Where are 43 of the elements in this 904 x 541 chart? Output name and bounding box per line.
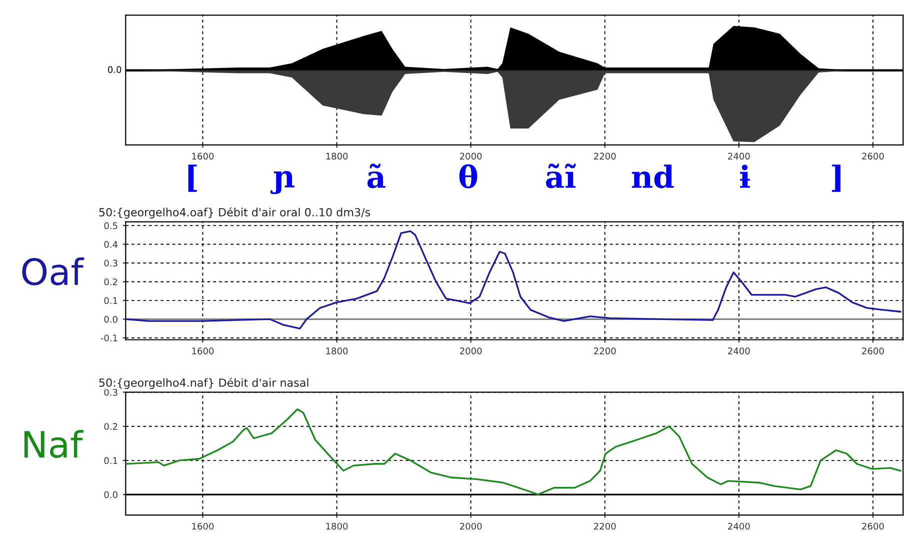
text: [ bbox=[188, 164, 197, 192]
y-tick-label: 0.0 bbox=[104, 316, 118, 323]
y-tick-label: 0.3 bbox=[104, 388, 118, 396]
y-tick-label: 0.3 bbox=[104, 260, 118, 267]
y-tick-label: 0.1 bbox=[104, 297, 118, 304]
chart-title: 50:{georgelho4.oaf} Débit d'air oral 0..10 dm3/s bbox=[99, 207, 370, 219]
text: ɨ bbox=[740, 164, 750, 188]
line-series bbox=[126, 408, 902, 496]
y-tick-label: 0.2 bbox=[104, 278, 118, 286]
x-tick-label: 1600 bbox=[192, 348, 214, 354]
y-axis-title: Oaf bbox=[22, 257, 84, 286]
x-tick-label: 1800 bbox=[326, 348, 348, 354]
y-tick-label: 0.0 bbox=[104, 491, 118, 498]
text: ã bbox=[367, 164, 386, 188]
x-tick-label: 2400 bbox=[728, 348, 750, 354]
y-axis-title: Naf bbox=[24, 430, 84, 458]
x-tick-label: 2000 bbox=[460, 152, 482, 160]
x-tick-label: 2000 bbox=[460, 522, 482, 530]
chart-title: 50:{georgelho4.naf} Débit d'air nasal bbox=[99, 378, 308, 389]
y-tick-label: 0.4 bbox=[104, 241, 118, 248]
x-tick-label: 2600 bbox=[862, 152, 884, 160]
x-tick-label: 1600 bbox=[192, 152, 214, 160]
y-tick-label: 0.5 bbox=[104, 222, 118, 230]
x-tick-label: 2000 bbox=[460, 348, 482, 354]
x-tick-label: 1600 bbox=[192, 522, 214, 530]
text: θ bbox=[459, 164, 478, 188]
y-tick-label: -0.1 bbox=[100, 334, 118, 342]
y-tick-label: 0.2 bbox=[104, 423, 118, 430]
x-tick-label: 1800 bbox=[326, 522, 348, 530]
x-tick-label: 2600 bbox=[862, 348, 884, 354]
x-tick-label: 2200 bbox=[594, 522, 616, 530]
line-series bbox=[126, 230, 902, 330]
x-tick-label: 1800 bbox=[326, 152, 348, 160]
x-tick-label: 2400 bbox=[728, 152, 750, 160]
x-tick-label: 2600 bbox=[862, 522, 884, 530]
x-tick-label: 2200 bbox=[594, 152, 616, 160]
text: ] bbox=[832, 164, 840, 192]
text: ãĩ bbox=[546, 164, 576, 188]
x-tick-label: 2400 bbox=[728, 522, 750, 530]
y-tick-label: 0.1 bbox=[104, 457, 118, 464]
text: ɲ bbox=[270, 171, 294, 194]
x-tick-label: 2200 bbox=[594, 348, 616, 354]
text: nd bbox=[632, 164, 674, 188]
